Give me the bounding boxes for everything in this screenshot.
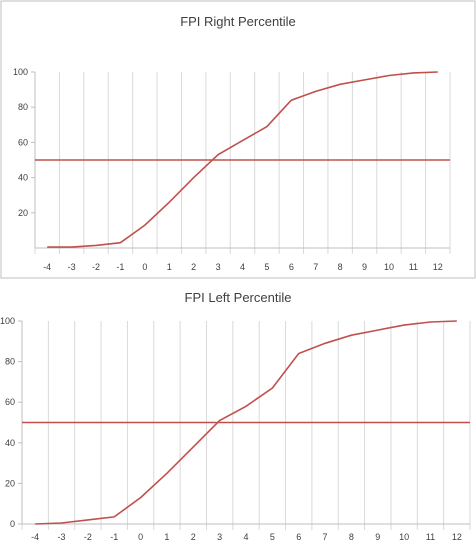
right-chart-title: FPI Right Percentile [180,14,296,29]
fpi-right-chart: FPI Right Percentile 20 40 60 80 100 -4 -3 -2 -1 0… [0,0,476,279]
left-chart-x-tick-label: 8 [349,532,354,542]
right-chart-x-tick-label: -3 [68,262,76,272]
left-chart-y-tick-label: 0 [10,519,15,529]
right-chart-x-tick-label: 3 [216,262,221,272]
right-chart-x-tick-label: 5 [264,262,269,272]
left-chart-x-tick-label: -4 [31,532,39,542]
left-chart-x-tick-label: 12 [452,532,462,542]
left-chart-x-tick-label: -1 [110,532,118,542]
right-chart-frame [0,0,476,279]
left-chart-x-tick-label: -2 [84,532,92,542]
left-chart-x-tick-label: 3 [217,532,222,542]
right-chart-x-tick-label: 10 [384,262,394,272]
left-chart-x-tick-label: -3 [58,532,66,542]
right-chart-y-tick-label: 20 [18,208,28,218]
right-chart-x-tick-label: 12 [433,262,443,272]
left-chart-y-tick-label: 80 [5,357,15,367]
right-chart-x-tick-label: 6 [289,262,294,272]
right-chart-x-tick-label: -2 [92,262,100,272]
right-chart-y-tick-label: 80 [18,102,28,112]
right-chart-y-tick-label: 40 [18,173,28,183]
left-chart-x-tick-label: 7 [323,532,328,542]
right-chart-y-tick-label: 100 [13,67,28,77]
left-chart-x-tick-label: 10 [399,532,409,542]
right-chart-x-tick-label: 11 [409,262,418,272]
left-chart-y-tick-label: 20 [5,478,15,488]
right-chart-x-tick-label: -1 [116,262,124,272]
left-chart-x-tick-label: 2 [191,532,196,542]
right-chart-x-tick-label: 2 [191,262,196,272]
right-chart-x-tick-label: 8 [338,262,343,272]
left-chart-x-tick-label: 11 [426,532,435,542]
left-chart-x-tick-label: 0 [138,532,143,542]
left-chart-x-tick-label: 1 [164,532,169,542]
left-chart-x-tick-label: 9 [375,532,380,542]
left-chart-x-tick-label: 4 [243,532,248,542]
left-chart-y-tick-label: 40 [5,438,15,448]
left-chart-y-tick-label: 100 [0,316,15,326]
left-chart-percentile-line [35,320,457,525]
right-chart-x-tick-label: 4 [240,262,245,272]
fpi-right-chart-svg: FPI Right Percentile 20 40 60 80 100 -4 -3 -2 -1 0… [0,0,476,279]
right-chart-y-tick-label: 60 [18,137,28,147]
right-chart-percentile-line [47,71,438,248]
right-chart-x-tick-label: 0 [142,262,147,272]
right-chart-x-tick-label: 9 [362,262,367,272]
fpi-left-chart-svg: FPI Left Percentile 0 20 40 60 80 100 -4 -3 -2 -1 0… [0,290,471,542]
right-chart-x-tick-label: -4 [43,262,51,272]
right-chart-x-tick-label: 1 [167,262,172,272]
left-chart-title: FPI Left Percentile [185,290,292,305]
left-chart-x-tick-label: 5 [270,532,275,542]
right-chart-x-tick-label: 7 [313,262,318,272]
left-chart-x-tick-label: 6 [296,532,301,542]
fpi-left-chart: FPI Left Percentile 0 20 40 60 80 100 -4 -3 -2 -1 0… [0,283,476,546]
left-chart-y-tick-label: 60 [5,397,15,407]
